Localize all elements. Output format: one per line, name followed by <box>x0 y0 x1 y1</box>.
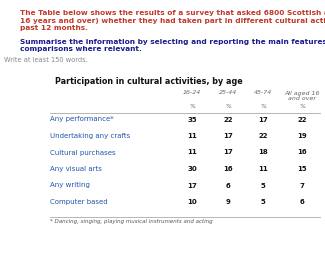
Text: 16-24: 16-24 <box>183 91 201 96</box>
Text: 15: 15 <box>297 166 307 172</box>
Text: The Table below shows the results of a survey that asked 6800 Scottish adults (a: The Table below shows the results of a s… <box>20 10 325 16</box>
Text: Computer based: Computer based <box>50 199 108 205</box>
Text: 16: 16 <box>297 149 307 155</box>
Text: comparisons where relevant.: comparisons where relevant. <box>20 46 142 53</box>
Text: All aged 16
and over: All aged 16 and over <box>284 91 320 101</box>
Text: Participation in cultural activities, by age: Participation in cultural activities, by… <box>55 77 243 86</box>
Text: 6: 6 <box>300 199 305 205</box>
Text: 11: 11 <box>258 166 268 172</box>
Text: 35: 35 <box>187 116 197 122</box>
Text: Cultural purchases: Cultural purchases <box>50 149 116 155</box>
Text: Any performance*: Any performance* <box>50 116 114 122</box>
Text: 45-74: 45-74 <box>254 91 272 96</box>
Text: * Dancing, singing, playing musical instruments and acting: * Dancing, singing, playing musical inst… <box>50 219 213 224</box>
Text: %: % <box>189 103 195 109</box>
Text: 11: 11 <box>187 149 197 155</box>
Text: 30: 30 <box>187 166 197 172</box>
Text: 10: 10 <box>187 199 197 205</box>
Text: 19: 19 <box>297 133 307 139</box>
Text: 5: 5 <box>261 199 266 205</box>
Text: 6: 6 <box>226 182 230 188</box>
Text: 17: 17 <box>223 149 233 155</box>
Text: Any writing: Any writing <box>50 182 90 188</box>
Text: past 12 months.: past 12 months. <box>20 25 88 31</box>
Text: 5: 5 <box>261 182 266 188</box>
Text: %: % <box>225 103 231 109</box>
Text: 16 years and over) whether they had taken part in different cultural activities : 16 years and over) whether they had take… <box>20 17 325 23</box>
Text: 16: 16 <box>223 166 233 172</box>
Text: 22: 22 <box>297 116 307 122</box>
Text: 17: 17 <box>258 116 268 122</box>
Text: 11: 11 <box>187 133 197 139</box>
Text: %: % <box>299 103 305 109</box>
Text: 17: 17 <box>223 133 233 139</box>
Text: Undertaking any crafts: Undertaking any crafts <box>50 133 130 139</box>
Text: 22: 22 <box>223 116 233 122</box>
Text: %: % <box>260 103 266 109</box>
Text: 17: 17 <box>187 182 197 188</box>
Text: Any visual arts: Any visual arts <box>50 166 102 172</box>
Text: 18: 18 <box>258 149 268 155</box>
Text: Summarise the information by selecting and reporting the main features, and make: Summarise the information by selecting a… <box>20 39 325 45</box>
Text: 7: 7 <box>300 182 305 188</box>
Text: Write at least 150 words.: Write at least 150 words. <box>4 56 88 63</box>
Text: 9: 9 <box>226 199 230 205</box>
Text: 22: 22 <box>258 133 268 139</box>
Text: 25-44: 25-44 <box>219 91 237 96</box>
